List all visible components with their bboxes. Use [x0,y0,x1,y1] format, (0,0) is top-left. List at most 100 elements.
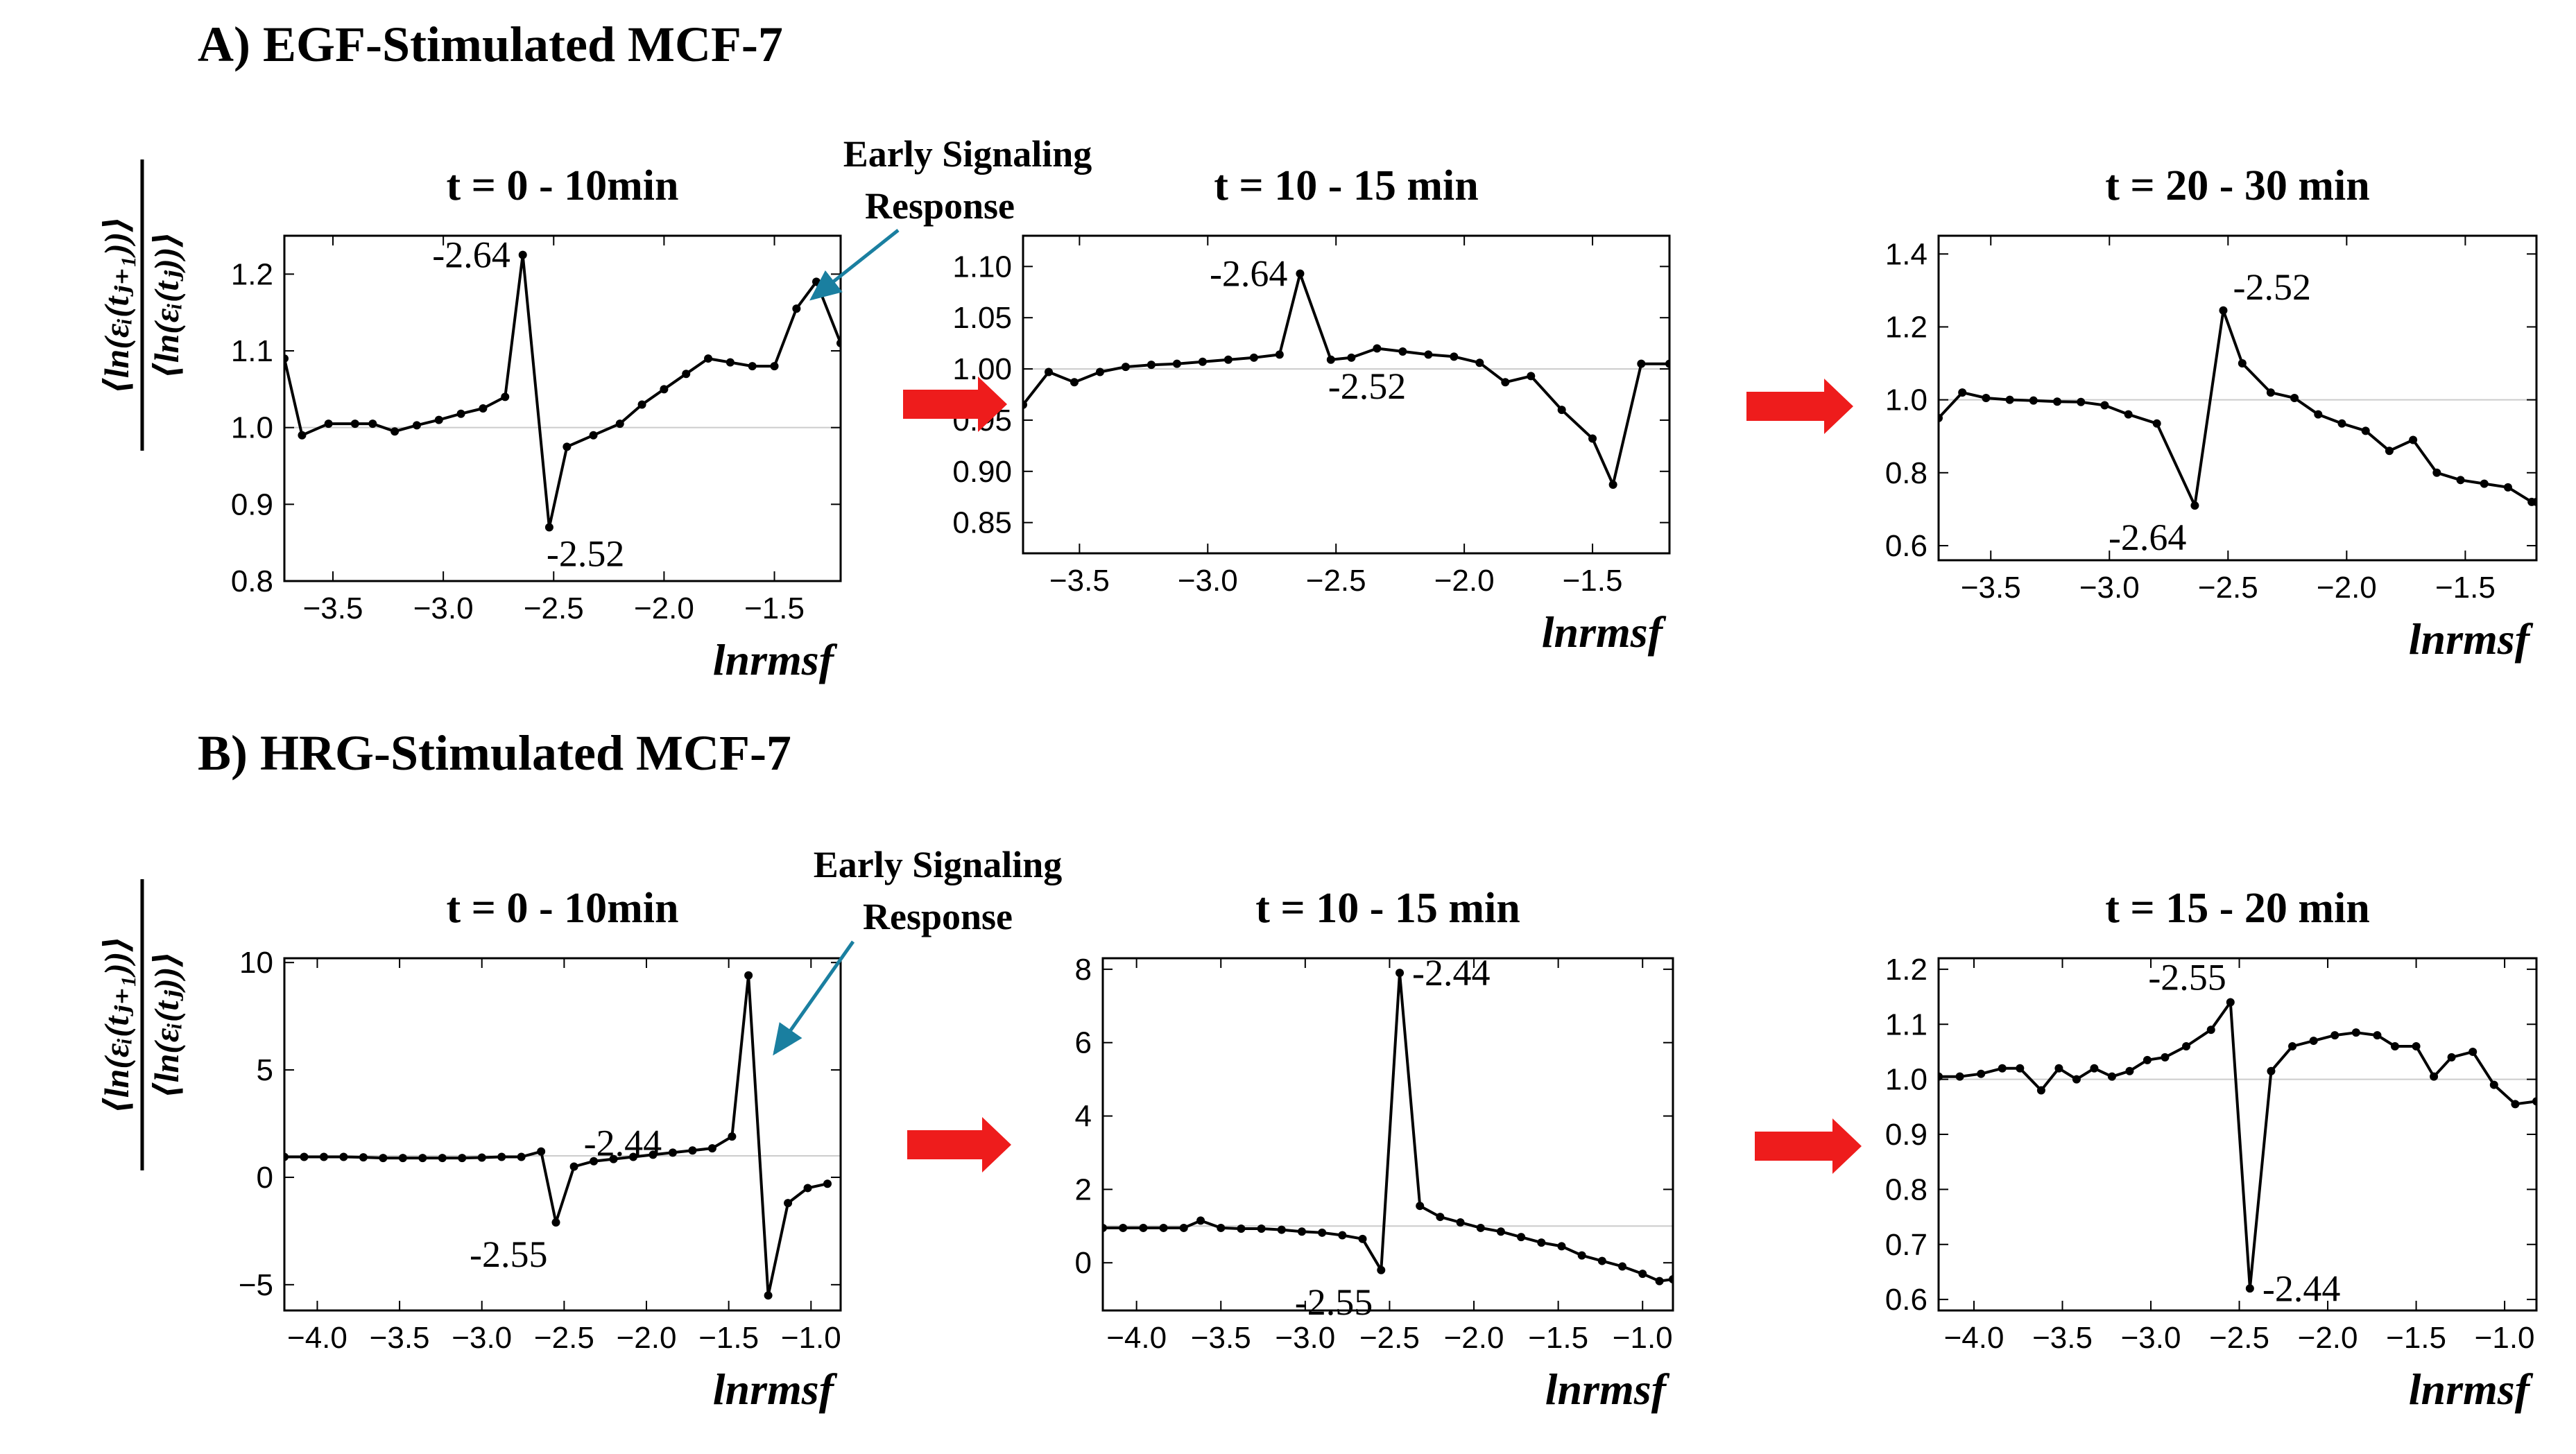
x-tick-label: −1.5 [744,591,805,625]
panel-title: t = 10 - 15 min [1255,885,1520,932]
x-tick-label: −3.0 [452,1321,512,1355]
data-point [2373,1031,2382,1040]
data-point [784,1199,793,1208]
early-signaling-pointer-a [809,229,900,301]
data-point [1655,1276,1664,1286]
y-tick-label: 0.7 [1885,1228,1927,1262]
data-point [2489,1080,2498,1089]
data-point [792,304,801,313]
data-point [300,1152,309,1161]
peak-annotation: -2.52 [2233,266,2310,308]
panel-b3: t = 15 - 20 min −4.0 −3.5 −3.0 −2.5 −2.0 −1.5−… [1885,885,2538,1414]
data-point [1456,1218,1465,1227]
y-tick-label: 8 [1075,953,1092,987]
data-point [728,1132,737,1141]
data-point [1257,1224,1266,1233]
y-tick-label: 0.8 [1885,456,1927,490]
x-tick-label: −1.0 [1613,1321,1673,1355]
peak-annotation: -2.44 [584,1122,662,1163]
panel-title: t = 0 - 10min [447,162,679,209]
data-point [1358,1234,1367,1243]
data-point [1637,359,1646,368]
x-tick-label: −2.5 [534,1321,594,1355]
x-axis-label: lnrmsf [1545,1365,1670,1414]
y-tick-label: 0.6 [1885,529,1927,563]
x-tick-label: −2.5 [1359,1321,1420,1355]
data-point [2430,1072,2439,1081]
plot-frame [1101,957,1674,1312]
y-tick-label: 1.2 [1885,310,1927,344]
y-axis-label-b: ⟨ln(εᵢ(tⱼ₊₁))⟩ ⟨ln(εᵢ(tⱼ))⟩ [97,879,186,1170]
data-point [1537,1238,1546,1247]
data-point [1998,1064,2007,1073]
data-point [1416,1202,1425,1211]
data-point [1095,367,1104,377]
data-point [803,1184,812,1193]
data-point [2161,1053,2170,1062]
data-point [1665,359,1669,368]
data-point [2182,1042,2191,1050]
peak-annotation: -2.52 [1328,365,1406,407]
data-point [1296,269,1305,278]
data-point [1424,350,1433,359]
panel-title: t = 10 - 15 min [1214,162,1478,209]
x-tick-label: −3.5 [370,1321,430,1355]
data-point [479,404,488,413]
y-tick-label: 0.9 [1885,1118,1927,1152]
data-point [501,392,510,401]
series-line [1939,309,2536,508]
x-tick-label: −3.0 [1178,564,1238,598]
data-point [350,419,359,429]
data-point [2005,395,2014,404]
y-tick-label: −5 [239,1268,273,1302]
y-label-numerator-b: ⟨ln(εᵢ(tⱼ₊₁))⟩ [97,936,136,1114]
data-point [2385,447,2394,456]
data-point [1597,1256,1606,1265]
data-point [359,1153,368,1162]
data-point [1377,1265,1386,1274]
data-point [2351,1028,2360,1037]
x-tick-label: −2.0 [617,1321,677,1355]
y-label-denominator-b: ⟨ln(εᵢ(tⱼ))⟩ [147,951,186,1099]
data-point [2309,1037,2318,1046]
data-point [1396,969,1405,978]
y-axis-label-a: ⟨ln(εᵢ(tⱼ₊₁))⟩ ⟨ln(εᵢ(tⱼ))⟩ [97,159,186,451]
x-tick-label: −2.5 [2209,1321,2269,1355]
section-title-a: A) EGF-Stimulated MCF-7 [198,17,783,72]
y-tick-label: 0.6 [1885,1283,1927,1317]
peak-annotation: -2.44 [1412,952,1490,994]
data-point [1147,361,1156,370]
data-point [770,362,779,371]
y-tick-label: 1.1 [231,334,273,368]
x-tick-label: −3.0 [2079,571,2140,605]
data-point [812,277,821,286]
data-point [1044,367,1053,377]
y-tick-label: 0.8 [1885,1172,1927,1206]
data-point [1249,353,1258,362]
data-point [1119,1223,1128,1232]
early-signaling-label-b: Early Signaling Response [814,844,1063,937]
data-point [2390,1042,2399,1050]
y-tick-label: 0.9 [231,487,273,521]
data-point [764,1291,773,1300]
data-point [2054,1064,2063,1073]
early-signaling-line2-a: Response [865,185,1015,227]
data-point [2107,1072,2116,1081]
data-point [2480,479,2489,488]
y-tick-label: 10 [239,946,273,980]
y-tick-label: 6 [1075,1026,1092,1060]
data-point [2266,388,2275,397]
data-point [2468,1047,2478,1056]
data-point [418,1154,427,1163]
data-point [1669,1275,1673,1284]
early-signaling-label-a: Early Signaling Response [843,133,1092,227]
x-tick-label: −1.5 [2435,571,2496,605]
data-point [398,1154,407,1163]
y-tick-label: 5 [257,1053,273,1087]
data-point [2314,410,2323,419]
x-tick-label: −2.5 [524,591,584,625]
data-point [682,370,691,379]
data-point [284,354,289,363]
x-tick-label: −1.5 [1563,564,1623,598]
x-tick-label: −4.0 [287,1321,347,1355]
